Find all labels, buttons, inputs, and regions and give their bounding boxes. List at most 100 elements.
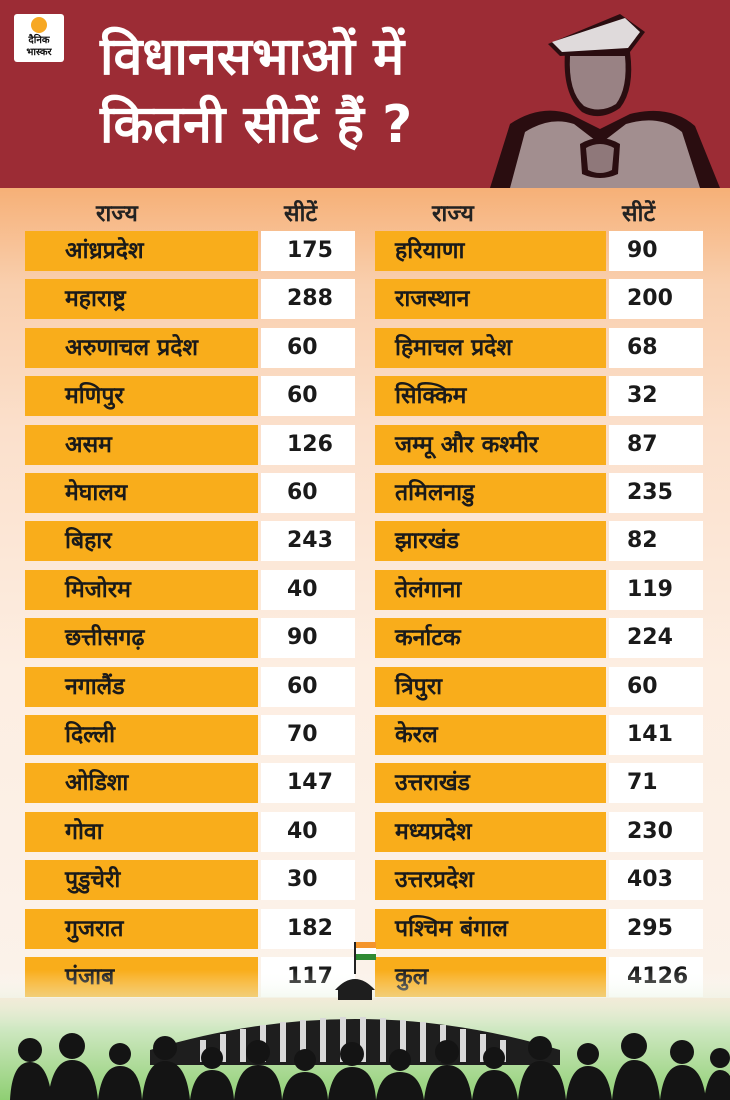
logo-line2: भास्कर bbox=[26, 47, 52, 58]
seat-count: 87 bbox=[609, 424, 703, 465]
left-seats-header: सीटें bbox=[284, 201, 318, 227]
seat-count: 403 bbox=[609, 860, 703, 901]
right-table-row: पश्चिम बंगाल 295 bbox=[375, 908, 703, 949]
state-name: हरियाणा bbox=[375, 231, 606, 271]
dainik-bhaskar-logo[interactable]: दैनिक भास्कर bbox=[14, 14, 64, 62]
state-name: उत्तरप्रदेश bbox=[375, 860, 606, 901]
right-table-row: मध्यप्रदेश 230 bbox=[375, 811, 703, 852]
seat-count: 126 bbox=[261, 424, 355, 465]
state-name: दिल्ली bbox=[25, 715, 258, 755]
right-table-row: केरल 141 bbox=[375, 715, 703, 755]
state-name: राजस्थान bbox=[375, 279, 606, 320]
right-table-row: हरियाणा 90 bbox=[375, 231, 703, 271]
right-table-row: तेलंगाना 119 bbox=[375, 569, 703, 610]
right-table-row: उत्तरप्रदेश 403 bbox=[375, 860, 703, 901]
state-name: छत्तीसगढ़ bbox=[25, 618, 258, 659]
state-name: ओडिशा bbox=[25, 763, 258, 804]
right-seats-header: सीटें bbox=[622, 201, 656, 227]
left-table-row: मणिपुर 60 bbox=[25, 376, 355, 417]
seat-count: 60 bbox=[609, 666, 703, 707]
seat-count: 90 bbox=[609, 231, 703, 271]
state-name: त्रिपुरा bbox=[375, 666, 606, 707]
seat-count: 295 bbox=[609, 908, 703, 949]
right-table-row: झारखंड 82 bbox=[375, 521, 703, 562]
state-name: गोवा bbox=[25, 811, 258, 852]
seat-count: 60 bbox=[261, 376, 355, 417]
title-line1: विधानसभाओं में bbox=[100, 27, 405, 87]
left-state-header: राज्य bbox=[96, 201, 138, 227]
state-name: झारखंड bbox=[375, 521, 606, 562]
seat-count: 60 bbox=[261, 327, 355, 368]
seat-count: 288 bbox=[261, 279, 355, 320]
seat-count: 82 bbox=[609, 521, 703, 562]
state-name: हिमाचल प्रदेश bbox=[375, 327, 606, 368]
right-table-row: उत्तराखंड 71 bbox=[375, 763, 703, 804]
seat-count: 60 bbox=[261, 473, 355, 513]
left-table-row: नगालैंड 60 bbox=[25, 666, 355, 707]
politician-silhouette-illustration bbox=[490, 14, 720, 188]
seat-count: 147 bbox=[261, 763, 355, 804]
right-table-row: हिमाचल प्रदेश 68 bbox=[375, 327, 703, 368]
left-table-row: गोवा 40 bbox=[25, 811, 355, 852]
seat-count: 30 bbox=[261, 860, 355, 901]
right-table-row: सिक्किम 32 bbox=[375, 376, 703, 417]
state-name: महाराष्ट्र bbox=[25, 279, 258, 320]
header-banner: दैनिक भास्कर विधानसभाओं में कितनी सीटें … bbox=[0, 0, 730, 188]
seat-count: 175 bbox=[261, 231, 355, 271]
state-name: अरुणाचल प्रदेश bbox=[25, 327, 258, 368]
seat-count: 224 bbox=[609, 618, 703, 659]
left-table-row: असम 126 bbox=[25, 424, 355, 465]
left-table-row: गुजरात 182 bbox=[25, 908, 355, 949]
seat-count: 235 bbox=[609, 473, 703, 513]
seat-count: 32 bbox=[609, 376, 703, 417]
seat-count: 68 bbox=[609, 327, 703, 368]
state-name: पश्चिम बंगाल bbox=[375, 908, 606, 949]
state-name: नगालैंड bbox=[25, 666, 258, 707]
left-table-row: अरुणाचल प्रदेश 60 bbox=[25, 327, 355, 368]
left-table-row: महाराष्ट्र 288 bbox=[25, 279, 355, 320]
seat-count: 71 bbox=[609, 763, 703, 804]
state-name: मेघालय bbox=[25, 473, 258, 513]
seat-count: 230 bbox=[609, 811, 703, 852]
right-table-row: त्रिपुरा 60 bbox=[375, 666, 703, 707]
left-table-row: बिहार 243 bbox=[25, 521, 355, 562]
right-table-row: जम्मू और कश्मीर 87 bbox=[375, 424, 703, 465]
state-name: गुजरात bbox=[25, 908, 258, 949]
left-table-row: मेघालय 60 bbox=[25, 473, 355, 513]
left-table-row: आंध्रप्रदेश 175 bbox=[25, 231, 355, 271]
seat-count: 182 bbox=[261, 908, 355, 949]
seat-count: 60 bbox=[261, 666, 355, 707]
parliament-crowd-silhouette bbox=[0, 942, 730, 1100]
state-name: केरल bbox=[375, 715, 606, 755]
state-name: सिक्किम bbox=[375, 376, 606, 417]
title-line2: कितनी सीटें हैं ? bbox=[100, 95, 413, 155]
right-table-row: तमिलनाडु 235 bbox=[375, 473, 703, 513]
right-state-header: राज्य bbox=[432, 201, 474, 227]
state-name: तेलंगाना bbox=[375, 569, 606, 610]
state-name: पुडुचेरी bbox=[25, 860, 258, 901]
seat-count: 141 bbox=[609, 715, 703, 755]
right-table-row: राजस्थान 200 bbox=[375, 279, 703, 320]
seat-count: 70 bbox=[261, 715, 355, 755]
seat-count: 243 bbox=[261, 521, 355, 562]
state-name: उत्तराखंड bbox=[375, 763, 606, 804]
left-table-row: छत्तीसगढ़ 90 bbox=[25, 618, 355, 659]
seat-count: 200 bbox=[609, 279, 703, 320]
left-table-row: पुडुचेरी 30 bbox=[25, 860, 355, 901]
state-name: मिजोरम bbox=[25, 569, 258, 610]
right-table-row: कर्नाटक 224 bbox=[375, 618, 703, 659]
state-name: मध्यप्रदेश bbox=[375, 811, 606, 852]
state-name: मणिपुर bbox=[25, 376, 258, 417]
state-name: तमिलनाडु bbox=[375, 473, 606, 513]
seat-count: 90 bbox=[261, 618, 355, 659]
left-table-row: ओडिशा 147 bbox=[25, 763, 355, 804]
indian-flag-icon bbox=[354, 942, 376, 974]
left-table-row: दिल्ली 70 bbox=[25, 715, 355, 755]
left-table-row: मिजोरम 40 bbox=[25, 569, 355, 610]
seat-count: 40 bbox=[261, 569, 355, 610]
seat-count: 119 bbox=[609, 569, 703, 610]
seat-count: 40 bbox=[261, 811, 355, 852]
state-name: जम्मू और कश्मीर bbox=[375, 424, 606, 465]
state-name: बिहार bbox=[25, 521, 258, 562]
sun-icon bbox=[31, 17, 47, 33]
